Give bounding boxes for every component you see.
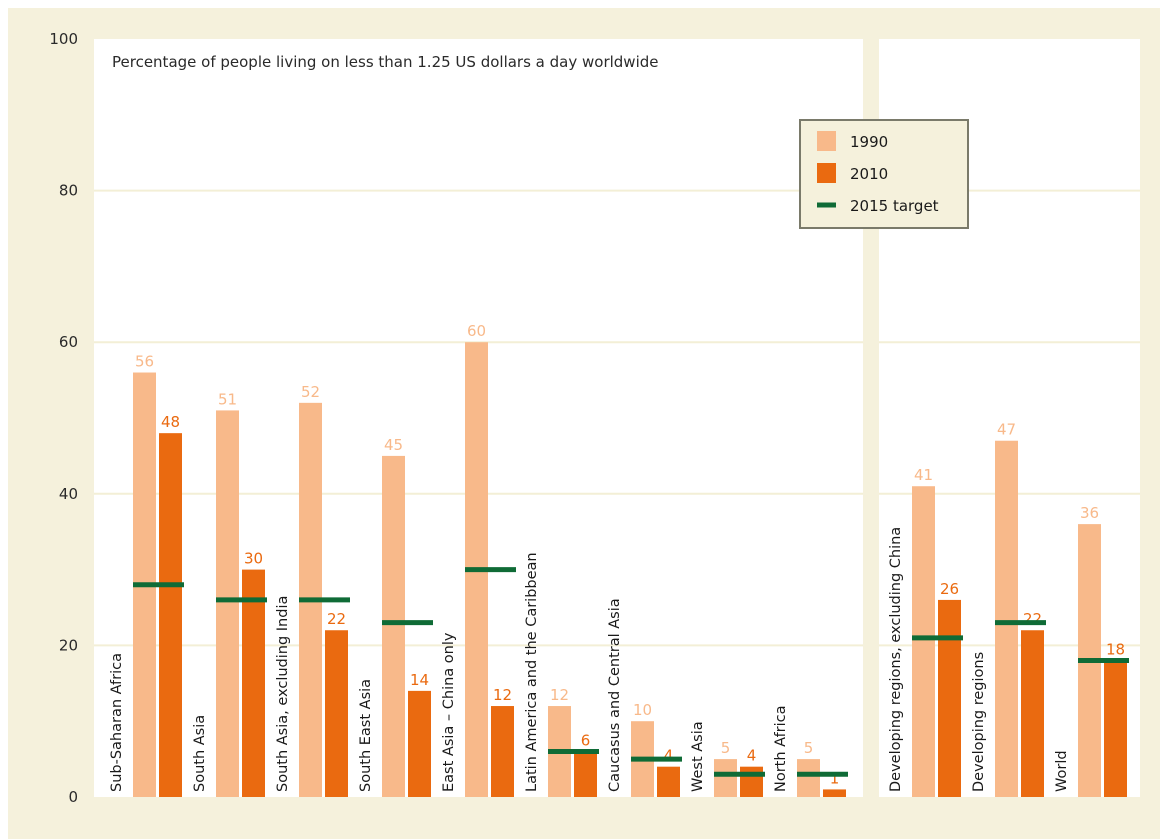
category-label: Developing regions [971, 652, 987, 792]
y-tick-label: 0 [68, 788, 78, 806]
data-label-2010: 26 [940, 580, 959, 598]
data-label-1990: 41 [914, 466, 933, 484]
category-label: South Asia, excluding India [275, 596, 291, 792]
category-label: South East Asia [358, 679, 374, 792]
category-label: World [1054, 750, 1070, 792]
y-tick-label: 20 [59, 636, 78, 654]
data-label-2010: 4 [664, 747, 674, 765]
y-tick-label: 80 [59, 182, 78, 200]
data-label-1990: 51 [218, 390, 237, 408]
category-label: East Asia – China only [441, 632, 457, 792]
bar-2010 [491, 706, 514, 797]
data-label-1990: 56 [135, 353, 154, 371]
data-label-1990: 45 [384, 436, 403, 454]
data-label-2010: 14 [410, 671, 429, 689]
bar-2010 [740, 766, 763, 797]
category-label: South Asia [192, 715, 208, 792]
data-label-1990: 52 [301, 383, 320, 401]
bar-1990 [797, 759, 820, 797]
legend-label: 1990 [850, 133, 888, 151]
data-label-2010: 1 [830, 769, 840, 787]
poverty-bar-chart: 0 20 40 60 80 100 Percentage of people living … [49, 30, 1140, 806]
data-label-1990: 5 [804, 739, 814, 757]
category-label: Developing regions, excluding China [888, 527, 904, 792]
bar-2010 [823, 789, 846, 797]
data-label-1990: 36 [1080, 504, 1099, 522]
data-label-2010: 6 [581, 732, 591, 750]
y-tick-label: 100 [49, 30, 78, 48]
bar-2010 [1021, 630, 1044, 797]
data-label-2010: 30 [244, 550, 263, 568]
data-label-1990: 60 [467, 322, 486, 340]
chart-title: Percentage of people living on less than… [112, 53, 658, 71]
legend-label: 2010 [850, 165, 888, 183]
bar-1990 [995, 440, 1018, 797]
bar-2010 [574, 751, 597, 797]
bar-2010 [938, 599, 961, 797]
data-label-2010: 48 [161, 413, 180, 431]
bar-2010 [1104, 660, 1127, 797]
category-label: West Asia [690, 721, 706, 792]
bar-2010 [657, 766, 680, 797]
data-label-1990: 47 [997, 421, 1016, 439]
bar-1990 [912, 486, 935, 797]
bar-2010 [408, 690, 431, 797]
data-label-2010: 22 [1023, 610, 1042, 628]
data-label-1990: 12 [550, 686, 569, 704]
category-label: North Africa [773, 705, 789, 792]
data-label-1990: 5 [721, 739, 731, 757]
data-label-2010: 12 [493, 686, 512, 704]
bar-2010 [325, 630, 348, 797]
legend-label: 2015 target [850, 197, 939, 215]
bar-1990 [382, 455, 405, 797]
bar-1990 [216, 410, 239, 797]
bar-2010 [242, 569, 265, 797]
y-tick-label: 40 [59, 485, 78, 503]
data-label-2010: 4 [747, 747, 757, 765]
category-label: Sub-Saharan Africa [109, 653, 125, 792]
bar-1990 [714, 759, 737, 797]
data-label-2010: 22 [327, 610, 346, 628]
legend-swatch-1990 [817, 131, 836, 151]
category-label: Caucasus and Central Asia [607, 598, 623, 792]
y-tick-label: 60 [59, 333, 78, 351]
chart-frame: 0 20 40 60 80 100 Percentage of people living … [8, 8, 1160, 839]
bar-2010 [159, 433, 182, 797]
data-label-2010: 18 [1106, 641, 1125, 659]
category-label: Latin America and the Caribbean [524, 552, 540, 792]
data-label-1990: 10 [633, 701, 652, 719]
legend-swatch-2010 [817, 163, 836, 183]
